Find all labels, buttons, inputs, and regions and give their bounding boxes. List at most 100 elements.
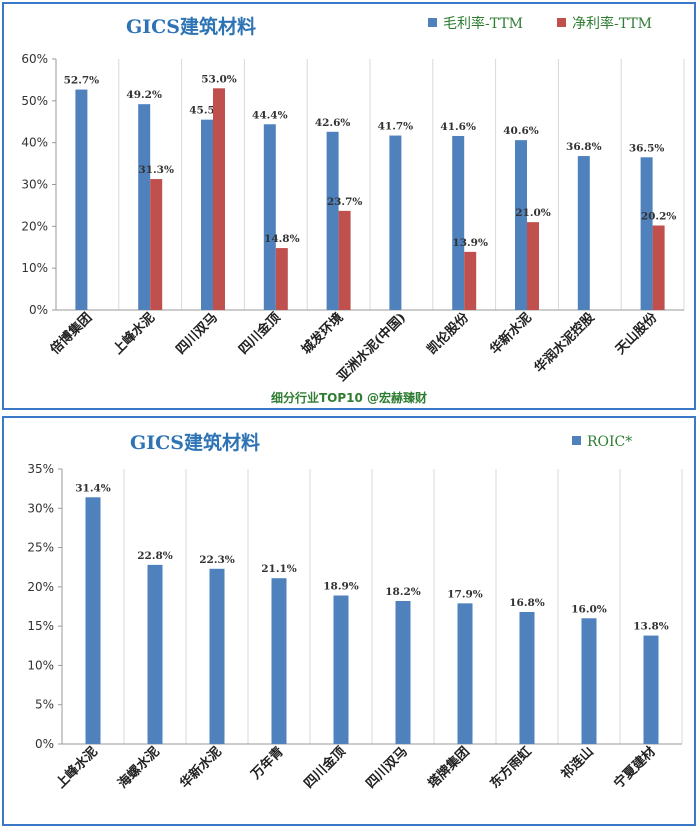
bar	[515, 140, 527, 310]
bar	[464, 251, 477, 310]
category-label: 万年青	[247, 744, 287, 784]
y-tick-label: 60%	[21, 52, 48, 66]
category-label: 上峰水泥	[110, 310, 158, 358]
data-label: 18.9%	[323, 581, 359, 593]
category-label: 华新水泥	[487, 310, 535, 358]
category-label: 天山股份	[612, 309, 661, 358]
data-label: 21.0%	[515, 207, 551, 219]
data-label: 17.9%	[447, 588, 483, 600]
bar	[271, 578, 287, 744]
bar	[452, 135, 465, 310]
y-tick-label: 50%	[21, 94, 48, 108]
plot-area: 0% 5% 10% 15% 20% 25% 30% 35% 31.4% 上峰水泥 22.8% 海螺水泥…	[27, 462, 683, 792]
category-label: 祁连山	[558, 744, 597, 783]
data-label: 44.4%	[252, 109, 288, 121]
bar	[338, 210, 351, 310]
data-label: 36.5%	[629, 142, 665, 154]
legend-label-gross-margin: 毛利率-TTM	[443, 15, 523, 32]
data-label: 53.0%	[201, 73, 237, 85]
category-label: 华新水泥	[177, 744, 225, 792]
category-label: 塔牌集团	[425, 744, 473, 792]
data-label: 23.7%	[327, 196, 363, 208]
bar	[457, 603, 473, 744]
data-label: 31.3%	[138, 164, 174, 176]
y-tick-label: 0%	[29, 303, 48, 317]
data-label: 13.9%	[452, 237, 488, 249]
data-label: 16.8%	[509, 597, 545, 609]
data-label: 42.6%	[315, 117, 351, 129]
bar	[581, 618, 597, 744]
y-tick-label: 20%	[21, 219, 48, 233]
category-label: 凯伦股份	[424, 309, 473, 358]
y-tick-label: 35%	[27, 462, 54, 476]
bar	[150, 179, 163, 310]
bar	[213, 88, 225, 311]
chart-title: GICS建筑材料	[126, 15, 256, 38]
bar	[75, 89, 88, 310]
data-label: 16.0%	[571, 603, 607, 615]
legend-swatch-roic	[572, 436, 581, 445]
legend-swatch-net-margin	[557, 18, 566, 27]
bar	[640, 157, 653, 310]
data-label: 20.2%	[641, 210, 677, 222]
bar	[389, 135, 402, 310]
bar	[527, 222, 539, 310]
bar	[395, 601, 411, 744]
category-label: 宁夏建材	[611, 744, 659, 792]
bar	[519, 612, 535, 744]
category-label: 东方雨虹	[487, 744, 535, 792]
chart-panel-margins: GICS建筑材料 毛利率-TTM 净利率-TTM 0% 10% 20% 30% 40% 5…	[2, 2, 696, 410]
data-label: 13.8%	[633, 621, 669, 633]
data-label: 52.7%	[64, 75, 100, 87]
bar	[333, 595, 349, 744]
data-label: 40.6%	[503, 125, 539, 137]
legend-swatch-gross-margin	[428, 18, 437, 27]
data-label: 49.2%	[126, 89, 162, 101]
footer-caption: 细分行业TOP10 @宏赫臻财	[271, 390, 427, 405]
bar	[577, 156, 590, 310]
y-tick-label: 0%	[35, 737, 54, 751]
bar	[652, 225, 665, 310]
bar	[85, 497, 101, 744]
bar	[138, 104, 151, 311]
y-tick-label: 10%	[21, 261, 48, 275]
bar	[643, 635, 659, 744]
category-label: 华润水泥控股	[531, 310, 597, 376]
category-label: 城发环境	[298, 310, 346, 358]
data-label: 22.8%	[137, 550, 173, 562]
bar	[275, 248, 288, 310]
chart-title: GICS建筑材料	[130, 431, 260, 454]
legend-label-net-margin: 净利率-TTM	[572, 15, 652, 32]
y-tick-label: 25%	[27, 541, 54, 555]
y-tick-label: 30%	[21, 178, 48, 192]
category-label: 四川金顶	[301, 744, 349, 792]
y-tick-label: 10%	[27, 658, 54, 672]
data-label: 41.7%	[378, 121, 414, 133]
y-tick-label: 15%	[27, 619, 54, 633]
category-label: 倍博集团	[47, 310, 95, 358]
data-label: 14.8%	[264, 233, 300, 245]
margin-chart: GICS建筑材料 毛利率-TTM 净利率-TTM 0% 10% 20% 30% 40% 5…	[21, 15, 685, 405]
y-tick-label: 5%	[35, 698, 54, 712]
category-label: 上峰水泥	[53, 744, 101, 792]
y-tick-label: 30%	[27, 501, 54, 515]
data-label: 21.1%	[261, 563, 297, 575]
data-label: 36.8%	[566, 141, 602, 153]
category-label: 四川双马	[173, 310, 220, 357]
data-label: 22.3%	[199, 554, 235, 566]
bar	[201, 119, 213, 311]
chart-panel-roic: GICS建筑材料 ROIC* 0% 5% 10% 15% 20% 25% 30% 35% 31.…	[2, 416, 696, 826]
data-label: 31.4%	[75, 482, 111, 494]
plot-area: 0% 10% 20% 30% 40% 50% 60% 52.7% 倍博集团 49.2% 31.3% 上…	[21, 52, 685, 385]
bar	[326, 131, 339, 310]
data-label: 41.6%	[440, 121, 476, 133]
legend-label-roic: ROIC*	[587, 434, 632, 450]
category-label: 四川金顶	[236, 310, 284, 358]
bar	[147, 564, 163, 744]
category-label: 海螺水泥	[115, 744, 163, 792]
y-tick-label: 40%	[21, 136, 48, 150]
y-tick-label: 20%	[27, 580, 54, 594]
data-label: 18.2%	[385, 586, 421, 598]
bar	[263, 124, 276, 310]
roic-chart: GICS建筑材料 ROIC* 0% 5% 10% 15% 20% 25% 30% 35% 31.…	[27, 431, 683, 792]
